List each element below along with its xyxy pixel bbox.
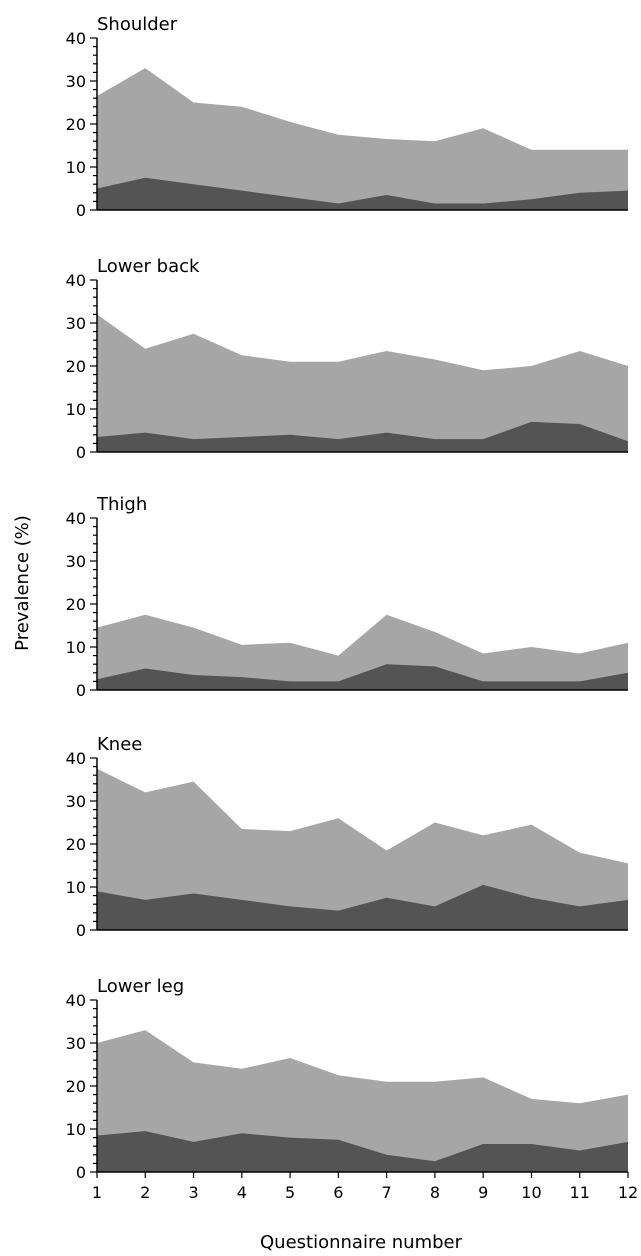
x-tick-label: 2 [140,1183,150,1202]
panel-title: Shoulder [97,14,178,35]
area-total [97,614,628,690]
x-tick-label: 9 [478,1183,488,1202]
panel-shoulder: 0 10 20 30 40 Shoulder [66,14,628,220]
x-tick-label: 5 [285,1183,295,1202]
y-tick-label: 40 [66,991,86,1010]
y-tick-label: 0 [76,201,86,220]
area-severe [97,421,628,452]
y-tick-label: 20 [66,357,86,376]
y-tick-label: 30 [66,552,86,571]
y-tick-label: 40 [66,271,86,290]
y-tick-label: 20 [66,115,86,134]
y-tick-label: 20 [66,1077,86,1096]
y-tick-label: 30 [66,72,86,91]
area-severe [97,884,628,930]
y-tick-label: 10 [66,638,86,657]
y-tick-label: 40 [66,29,86,48]
panel-knee: 0 10 20 30 40 Knee [66,734,628,940]
y-tick-label: 10 [66,400,86,419]
y-axis-title: Prevalence (%) [12,515,33,651]
area-severe [97,1131,628,1172]
x-tick-label: 6 [333,1183,343,1202]
area-total [97,314,628,452]
panel-lower-back: 0 10 20 30 40 Lower back [66,256,628,462]
x-tick-label: 7 [382,1183,392,1202]
panel-title: Knee [97,734,142,755]
y-tick-label: 20 [66,835,86,854]
panel-title: Lower leg [97,976,184,997]
y-tick-label: 40 [66,749,86,768]
y-tick-label: 30 [66,1034,86,1053]
panel-title: Lower back [97,256,200,277]
x-axis-title: Questionnaire number [260,1232,463,1253]
x-tick-label: 3 [188,1183,198,1202]
area-total [97,68,628,210]
y-tick-label: 30 [66,792,86,811]
y-tick-label: 10 [66,158,86,177]
x-tick-label: 1 [92,1183,102,1202]
x-tick-label: 11 [570,1183,590,1202]
y-tick-label: 20 [66,595,86,614]
y-tick-label: 0 [76,1163,86,1182]
panel-thigh: 0 10 20 30 40 Thigh [66,494,628,700]
x-tick-label: 12 [618,1183,638,1202]
y-tick-label: 40 [66,509,86,528]
area-severe [97,664,628,690]
x-tick-label: 8 [430,1183,440,1202]
y-tick-label: 0 [76,443,86,462]
y-tick-label: 10 [66,878,86,897]
x-tick-label: 4 [237,1183,247,1202]
y-tick-label: 30 [66,314,86,333]
y-tick-label: 0 [76,921,86,940]
x-tick-label: 10 [521,1183,541,1202]
area-severe [97,177,628,210]
panel-title: Thigh [96,494,147,515]
y-tick-label: 0 [76,681,86,700]
y-tick-label: 10 [66,1120,86,1139]
